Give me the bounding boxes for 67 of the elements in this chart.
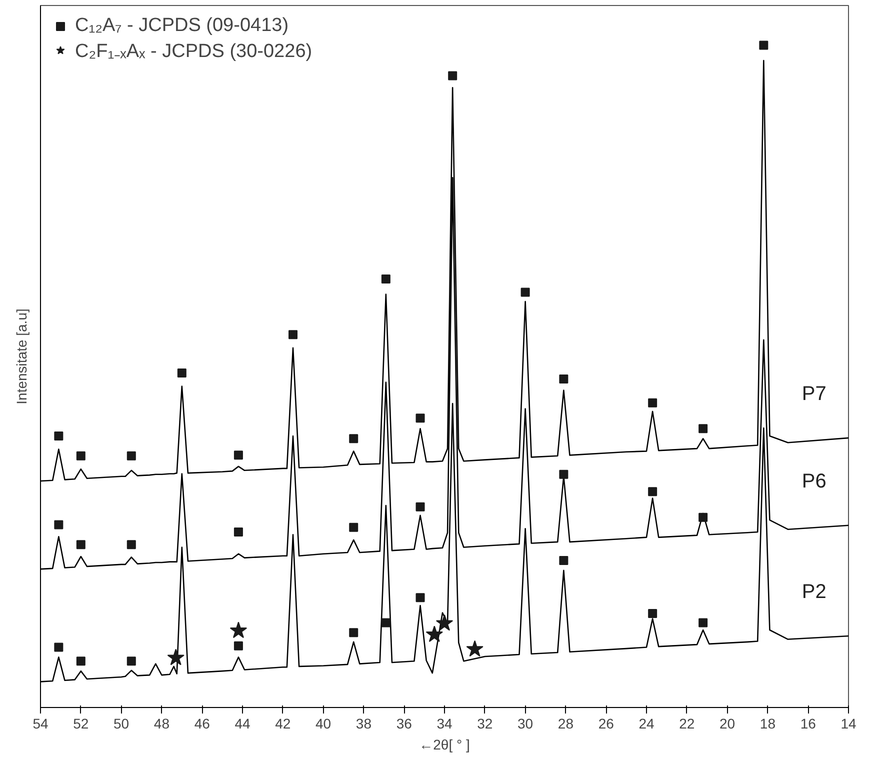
series-label: P7 [802,382,826,405]
x-tick-label: 16 [800,716,816,732]
x-tick-label: 28 [558,716,574,732]
point [54,520,64,530]
y-axis-title: Intensitate [a.u] [14,308,30,404]
point [698,512,708,522]
point [126,656,136,666]
point [234,450,243,460]
x-tick-label: 34 [436,716,452,732]
x-tick-label: 54 [32,716,48,732]
x-tick-label: 20 [720,716,736,732]
point [76,451,86,460]
x-tick-label: 50 [114,716,130,732]
point [126,540,136,550]
point [648,487,658,496]
point [698,424,708,434]
point [520,288,530,297]
point [648,608,658,618]
point [559,556,568,565]
x-tick-label: 30 [518,716,534,732]
point [167,648,184,666]
x-tick-label: 52 [73,716,89,732]
x-tick-label: 36 [396,716,412,732]
point [381,274,390,284]
x-tick-label: 14 [840,716,856,732]
point [698,618,708,628]
point [436,614,454,631]
point [349,628,358,638]
x-tick-label: 46 [194,716,210,732]
point [416,593,425,602]
point [648,398,658,408]
point [76,540,86,550]
point [466,640,484,657]
point [416,502,425,512]
point [426,626,443,642]
point [177,368,186,378]
x-tick-label: 44 [234,716,250,732]
point [759,40,768,50]
point [234,528,243,536]
point [349,434,358,444]
point [559,470,568,479]
point [234,641,243,650]
point [54,431,64,440]
point [381,618,390,628]
point [559,374,568,384]
point [76,656,86,666]
point [416,414,425,423]
legend-label: C₂F₁₋ₓAₓ - JCPDS (30-0226) [75,40,312,63]
x-tick-label: 26 [598,716,614,732]
x-tick-label: 32 [477,716,493,732]
point [54,642,64,652]
point [230,622,248,638]
x-tick-label: 24 [638,716,654,732]
point [448,71,458,80]
point [288,330,298,340]
point [126,451,136,460]
legend-label: C₁₂A₇ - JCPDS (09-0413) [75,15,289,37]
series-label: P2 [802,580,826,603]
x-tick-label: 18 [760,716,776,732]
x-tick-label: 48 [154,716,170,732]
x-tick-label: 42 [275,716,291,732]
point [349,522,358,532]
x-tick-label: 40 [316,716,332,732]
series-label: P6 [802,470,826,492]
x-tick-label: 38 [356,716,372,732]
x-axis-title: ←2θ[ ° ] [419,736,470,752]
x-tick-label: 22 [679,716,695,732]
